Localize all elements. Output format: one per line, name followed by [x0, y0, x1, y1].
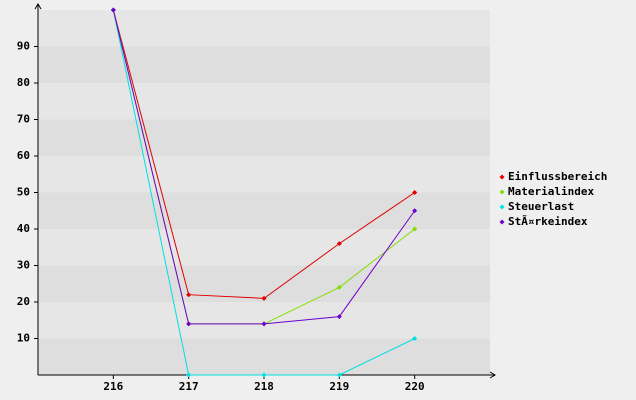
y-tick-label: 60 [17, 149, 30, 162]
data-point [186, 292, 192, 298]
data-point [336, 241, 342, 247]
x-tick-label: 217 [179, 380, 199, 393]
x-tick-label: 218 [254, 380, 274, 393]
data-point [412, 190, 418, 195]
data-point [336, 314, 342, 320]
y-tick-label: 20 [17, 295, 30, 308]
data-point [186, 321, 192, 327]
grid-band [38, 119, 490, 156]
data-point [412, 208, 418, 214]
grid-band [38, 83, 490, 120]
legend-marker [499, 174, 505, 180]
legend-label: Einflussbereich [508, 170, 607, 183]
data-point [261, 321, 267, 327]
legend-label: Steuerlast [508, 200, 574, 213]
data-point [336, 372, 342, 378]
x-tick-label: 219 [329, 380, 349, 393]
x-tick-label: 220 [405, 380, 425, 393]
data-point [412, 336, 418, 341]
legend-marker [499, 189, 505, 195]
legend-label: Materialindex [508, 185, 594, 198]
data-point [336, 284, 342, 290]
legend-marker [499, 204, 505, 210]
data-point [186, 372, 192, 378]
y-tick-label: 40 [17, 222, 30, 235]
grid-band [38, 229, 490, 266]
y-tick-label: 90 [17, 40, 30, 53]
grid-band [38, 156, 490, 193]
data-point [261, 372, 267, 378]
y-axis-arrow [34, 3, 42, 10]
y-tick-label: 10 [17, 332, 30, 345]
data-point [110, 7, 116, 13]
y-tick-label: 50 [17, 186, 30, 199]
grid-band [38, 338, 490, 375]
data-point [412, 226, 418, 232]
y-tick-label: 30 [17, 259, 30, 272]
grid-band [38, 192, 490, 229]
grid-band [38, 46, 490, 83]
data-point [261, 295, 267, 301]
legend-marker [499, 219, 505, 225]
grid-band [38, 302, 490, 339]
y-tick-label: 70 [17, 113, 30, 126]
y-tick-label: 80 [17, 76, 30, 89]
legend-label: StÃ¤rkeindex [508, 215, 588, 228]
x-tick-label: 216 [103, 380, 123, 393]
grid-band [38, 10, 490, 47]
x-axis-arrow [489, 371, 496, 379]
